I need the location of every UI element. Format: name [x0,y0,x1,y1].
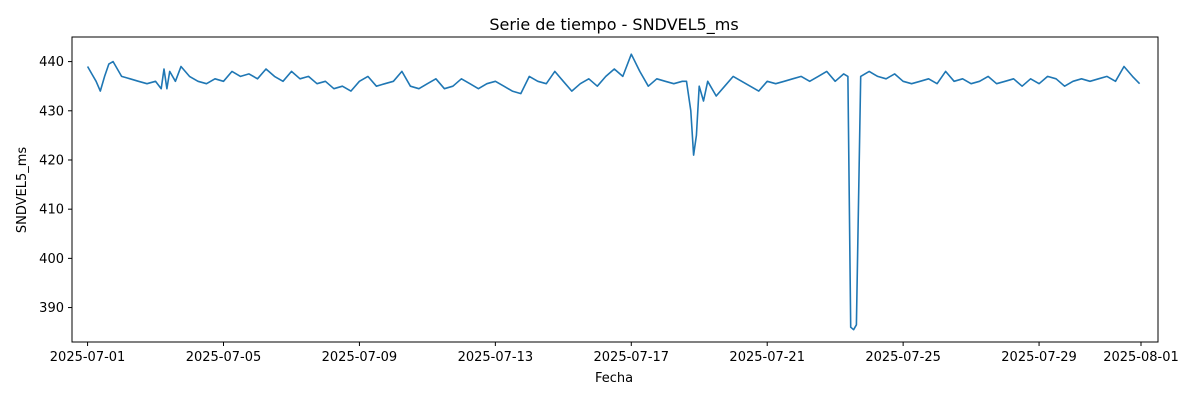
x-axis: 2025-07-01 2025-07-05 2025-07-09 2025-07-13… [50,342,1179,365]
x-tick-label: 2025-07-21 [729,350,805,365]
x-tick-label: 2025-07-13 [458,350,534,365]
y-tick-label: 440 [39,55,64,70]
x-tick-label: 2025-07-17 [594,350,670,365]
x-tick-label: 2025-07-05 [186,350,262,365]
y-tick-label: 430 [39,104,64,119]
y-tick-label: 400 [39,252,64,267]
chart-title: Serie de tiempo - SNDVEL5_ms [489,15,738,35]
x-axis-label: Fecha [595,371,633,386]
x-tick-label: 2025-08-01 [1103,350,1179,365]
y-tick-label: 420 [39,153,64,168]
y-tick-label: 410 [39,203,64,218]
plot-frame [71,36,1159,343]
y-tick-label: 390 [39,301,64,316]
series-line-0 [86,53,1141,331]
x-tick-label: 2025-07-25 [865,350,941,365]
x-tick-label: 2025-07-29 [1001,350,1077,365]
y-axis: 390 400 410 420 430 440 [39,55,72,316]
x-tick-label: 2025-07-01 [50,350,126,365]
y-axis-label: SNDVEL5_ms [15,147,30,234]
plot-area [86,53,1141,331]
x-tick-label: 2025-07-09 [322,350,398,365]
